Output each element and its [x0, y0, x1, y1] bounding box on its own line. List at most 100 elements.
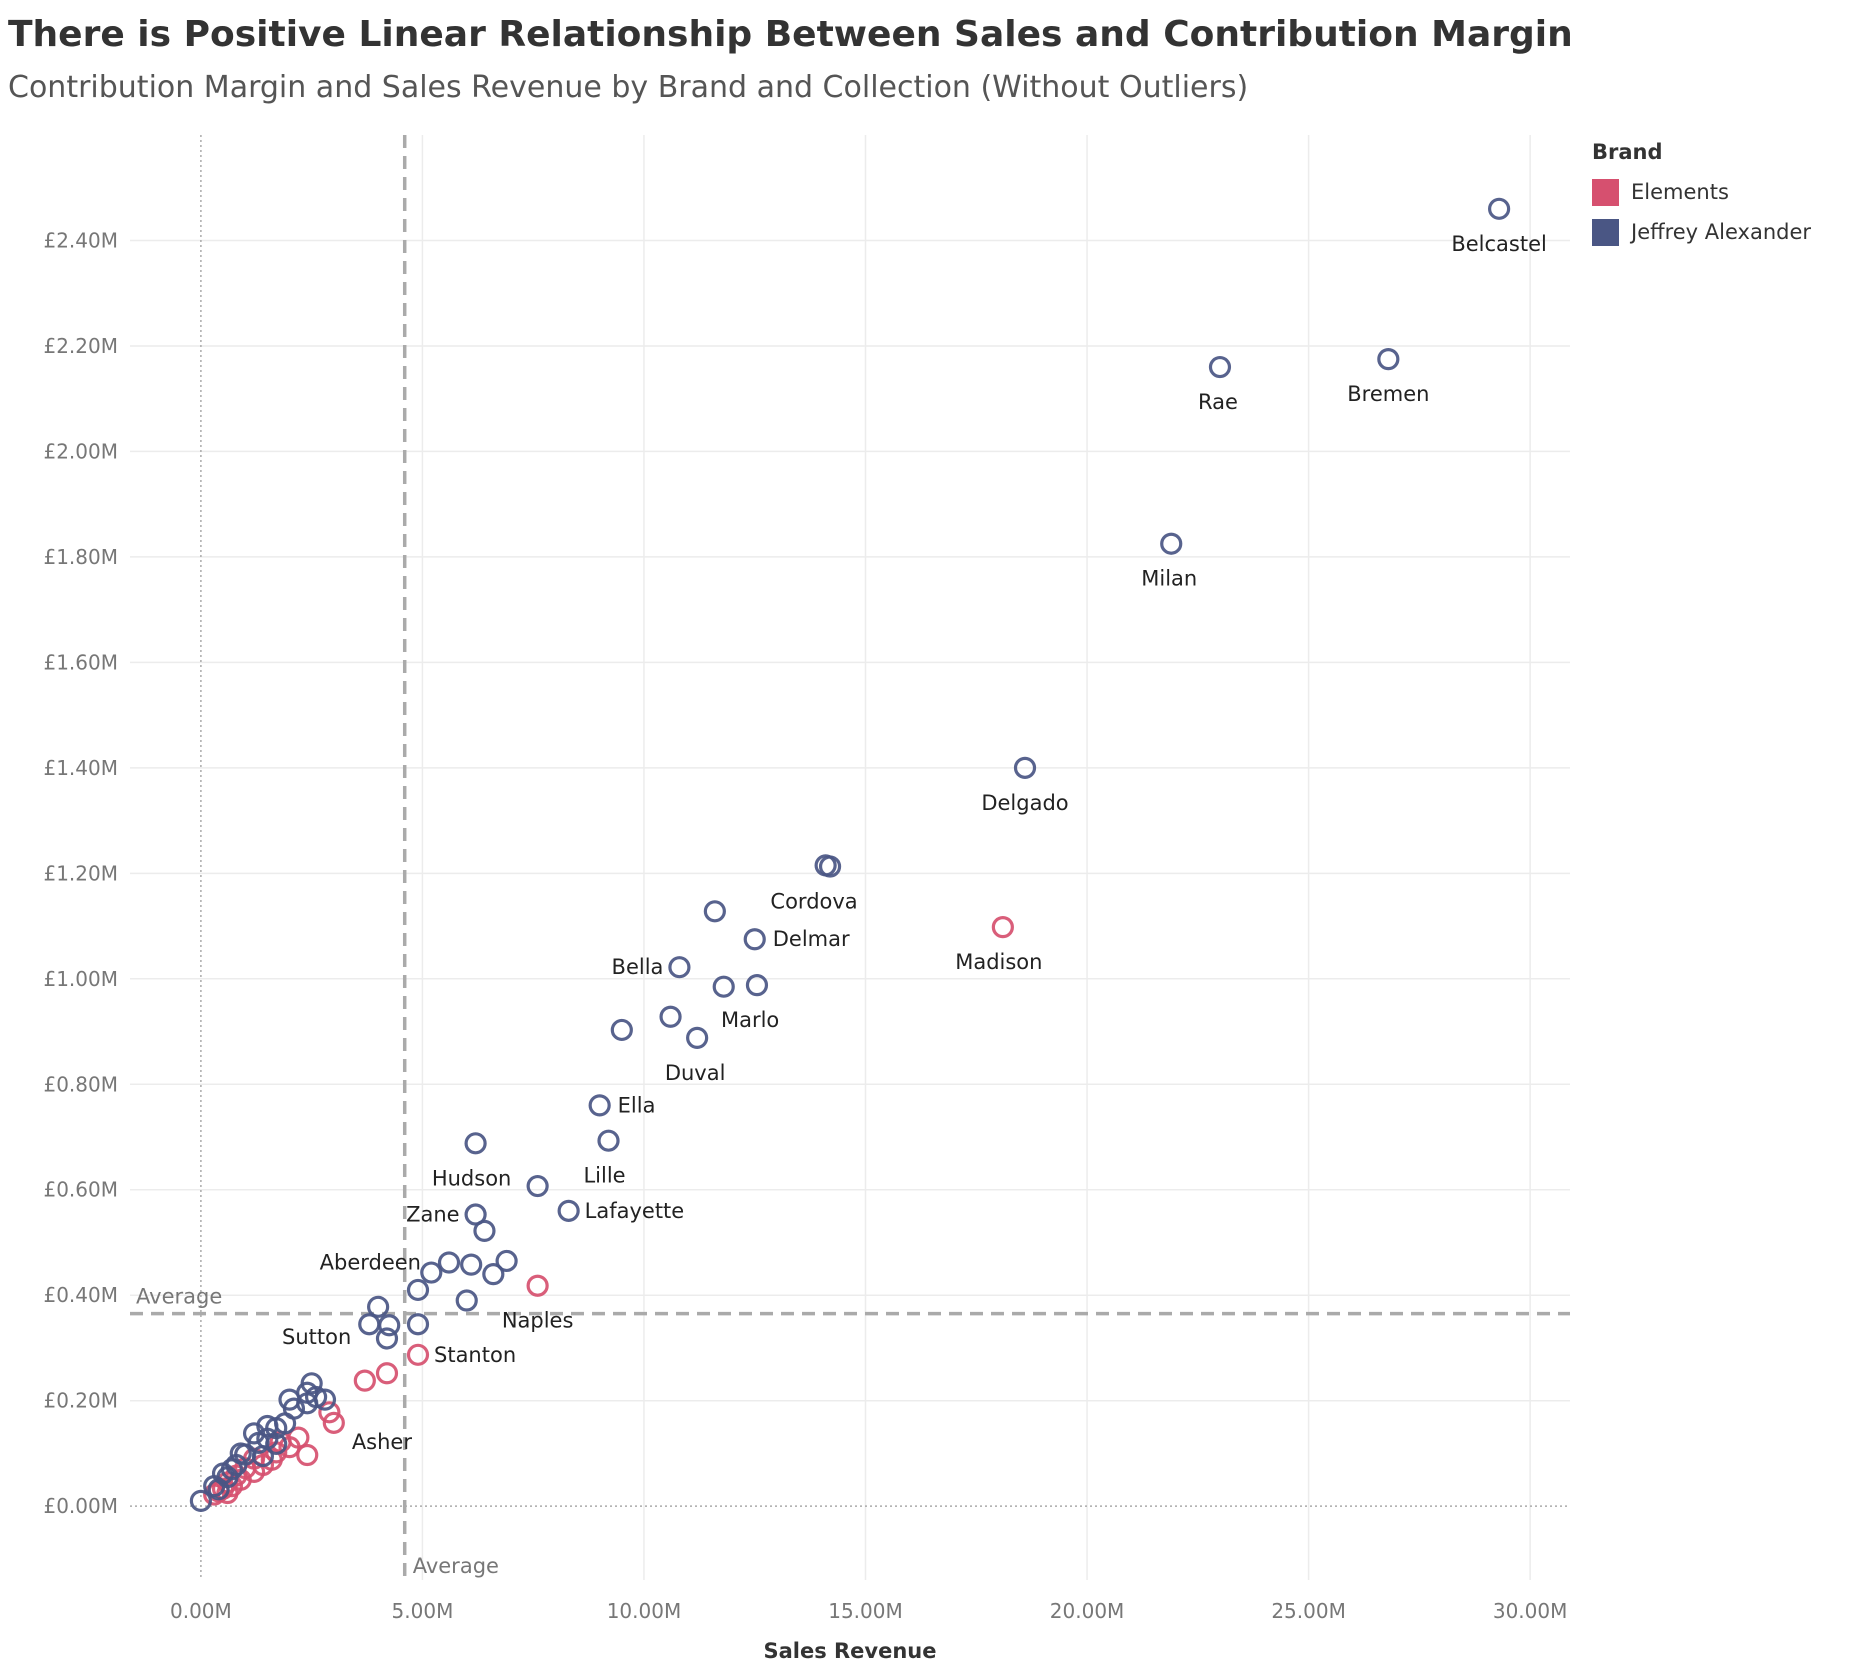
point-jeffrey-alexander[interactable] — [203, 1475, 226, 1498]
point-label: Cordova — [770, 889, 857, 913]
point-jeffrey-alexander[interactable] — [296, 1392, 319, 1415]
y-tick-label: £1.20M — [43, 861, 118, 885]
y-tick-label: £0.00M — [43, 1494, 118, 1518]
point-label: Stanton — [434, 1343, 516, 1367]
point-jeffrey-alexander[interactable] — [460, 1253, 483, 1276]
point-jeffrey-alexander[interactable] — [455, 1289, 478, 1312]
point-jeffrey-alexander[interactable] — [526, 1174, 549, 1198]
point-jeffrey-alexander[interactable] — [358, 1313, 381, 1336]
point-jeffrey-alexander[interactable] — [1208, 355, 1232, 379]
x-tick-label: 0.00M — [170, 1599, 232, 1623]
y-tick-label: £1.80M — [43, 545, 118, 569]
point-label: Marlo — [721, 1008, 779, 1032]
point-jeffrey-alexander[interactable] — [464, 1203, 487, 1226]
point-jeffrey-alexander[interactable] — [745, 974, 769, 997]
point-label: Aberdeen — [320, 1251, 421, 1275]
point-jeffrey-alexander[interactable] — [1377, 348, 1400, 371]
point-label: Hudson — [432, 1166, 512, 1190]
legend: Brand Elements Jeffrey Alexander — [1592, 140, 1811, 252]
y-tick-label: £2.40M — [43, 228, 118, 252]
point-jeffrey-alexander[interactable] — [378, 1314, 401, 1337]
y-tick-label: £1.40M — [43, 756, 118, 780]
y-tick-label: £0.60M — [43, 1178, 118, 1202]
point-jeffrey-alexander[interactable] — [473, 1219, 496, 1242]
point-jeffrey-alexander[interactable] — [818, 855, 842, 878]
x-average-label: Average — [413, 1554, 499, 1578]
point-jeffrey-alexander[interactable] — [464, 1132, 487, 1155]
legend-item-elements[interactable]: Elements — [1592, 172, 1811, 212]
point-label: Duval — [665, 1061, 726, 1085]
point-jeffrey-alexander[interactable] — [668, 956, 691, 979]
point-jeffrey-alexander[interactable] — [743, 928, 766, 951]
point-jeffrey-alexander[interactable] — [406, 1313, 430, 1336]
legend-label-jeffrey-alexander: Jeffrey Alexander — [1631, 220, 1812, 244]
x-tick-label: 20.00M — [1050, 1599, 1125, 1623]
x-tick-label: 10.00M — [607, 1599, 682, 1623]
point-jeffrey-alexander[interactable] — [251, 1444, 275, 1468]
point-label: Bella — [612, 955, 664, 979]
x-tick-label: 30.00M — [1493, 1599, 1568, 1623]
y-tick-label: £2.00M — [43, 439, 118, 463]
point-elements[interactable] — [526, 1274, 549, 1297]
point-jeffrey-alexander[interactable] — [659, 1005, 682, 1028]
point-label: Belcastel — [1451, 232, 1547, 256]
point-label: Ella — [618, 1093, 656, 1117]
point-label: Milan — [1141, 567, 1197, 591]
point-jeffrey-alexander[interactable] — [610, 1018, 633, 1042]
point-jeffrey-alexander[interactable] — [597, 1129, 620, 1152]
point-jeffrey-alexander[interactable] — [482, 1263, 505, 1286]
point-jeffrey-alexander[interactable] — [495, 1249, 518, 1273]
legend-swatch-jeffrey-alexander — [1592, 218, 1619, 246]
point-jeffrey-alexander[interactable] — [557, 1199, 580, 1222]
point-jeffrey-alexander[interactable] — [712, 975, 735, 998]
point-jeffrey-alexander[interactable] — [1013, 756, 1037, 779]
y-tick-label: £0.20M — [43, 1389, 118, 1413]
point-jeffrey-alexander[interactable] — [437, 1251, 461, 1274]
point-jeffrey-alexander[interactable] — [1160, 532, 1183, 555]
point-elements[interactable] — [353, 1369, 376, 1392]
point-elements[interactable] — [322, 1411, 345, 1434]
legend-label-elements: Elements — [1631, 180, 1729, 204]
y-tick-label: £0.40M — [43, 1283, 118, 1307]
chart-subtitle: Contribution Margin and Sales Revenue by… — [8, 70, 1249, 105]
legend-swatch-elements — [1592, 178, 1619, 206]
x-tick-label: 5.00M — [392, 1599, 454, 1623]
y-tick-label: £0.80M — [43, 1072, 118, 1096]
y-axis-ticks: £0.00M £0.20M £0.40M £0.60M £0.80M £1.00M £1.2… — [43, 228, 118, 1518]
point-labels: Belcastel Bremen Rae Milan Delgado Cordova Del… — [282, 232, 1547, 1454]
chart-title: There is Positive Linear Relationship Be… — [8, 14, 1573, 55]
point-elements[interactable] — [278, 1436, 301, 1459]
point-elements[interactable] — [991, 916, 1014, 939]
y-average-label: Average — [136, 1285, 222, 1309]
point-elements[interactable] — [318, 1401, 341, 1424]
grid-lines — [130, 135, 1570, 1580]
point-jeffrey-alexander[interactable] — [265, 1432, 288, 1456]
point-label: Naples — [502, 1309, 574, 1333]
point-elements[interactable] — [406, 1343, 430, 1366]
point-elements[interactable] — [375, 1362, 399, 1385]
point-label: Rae — [1198, 390, 1238, 414]
point-jeffrey-alexander[interactable] — [703, 900, 726, 923]
point-label: Lille — [583, 1164, 625, 1188]
point-jeffrey-alexander[interactable] — [420, 1261, 443, 1284]
point-jeffrey-alexander[interactable] — [588, 1094, 611, 1117]
point-label: Madison — [955, 950, 1042, 974]
point-label: Delgado — [981, 791, 1068, 815]
point-jeffrey-alexander[interactable] — [406, 1278, 430, 1302]
point-jeffrey-alexander[interactable] — [375, 1327, 399, 1350]
point-label: Lafayette — [585, 1199, 685, 1223]
point-label: Delmar — [773, 927, 850, 951]
point-jeffrey-alexander[interactable] — [686, 1026, 709, 1049]
y-tick-label: £1.00M — [43, 967, 118, 991]
point-jeffrey-alexander[interactable] — [1488, 197, 1511, 220]
point-jeffrey-alexander[interactable] — [367, 1295, 390, 1318]
point-jeffrey-alexander[interactable] — [207, 1478, 230, 1501]
point-elements[interactable] — [203, 1483, 226, 1506]
point-label: Sutton — [282, 1325, 351, 1349]
point-jeffrey-alexander[interactable] — [189, 1489, 212, 1512]
legend-item-jeffrey-alexander[interactable]: Jeffrey Alexander — [1592, 212, 1811, 252]
point-elements[interactable] — [296, 1443, 319, 1467]
point-label: Zane — [406, 1203, 459, 1227]
reference-lines: Average Average — [130, 135, 1570, 1580]
